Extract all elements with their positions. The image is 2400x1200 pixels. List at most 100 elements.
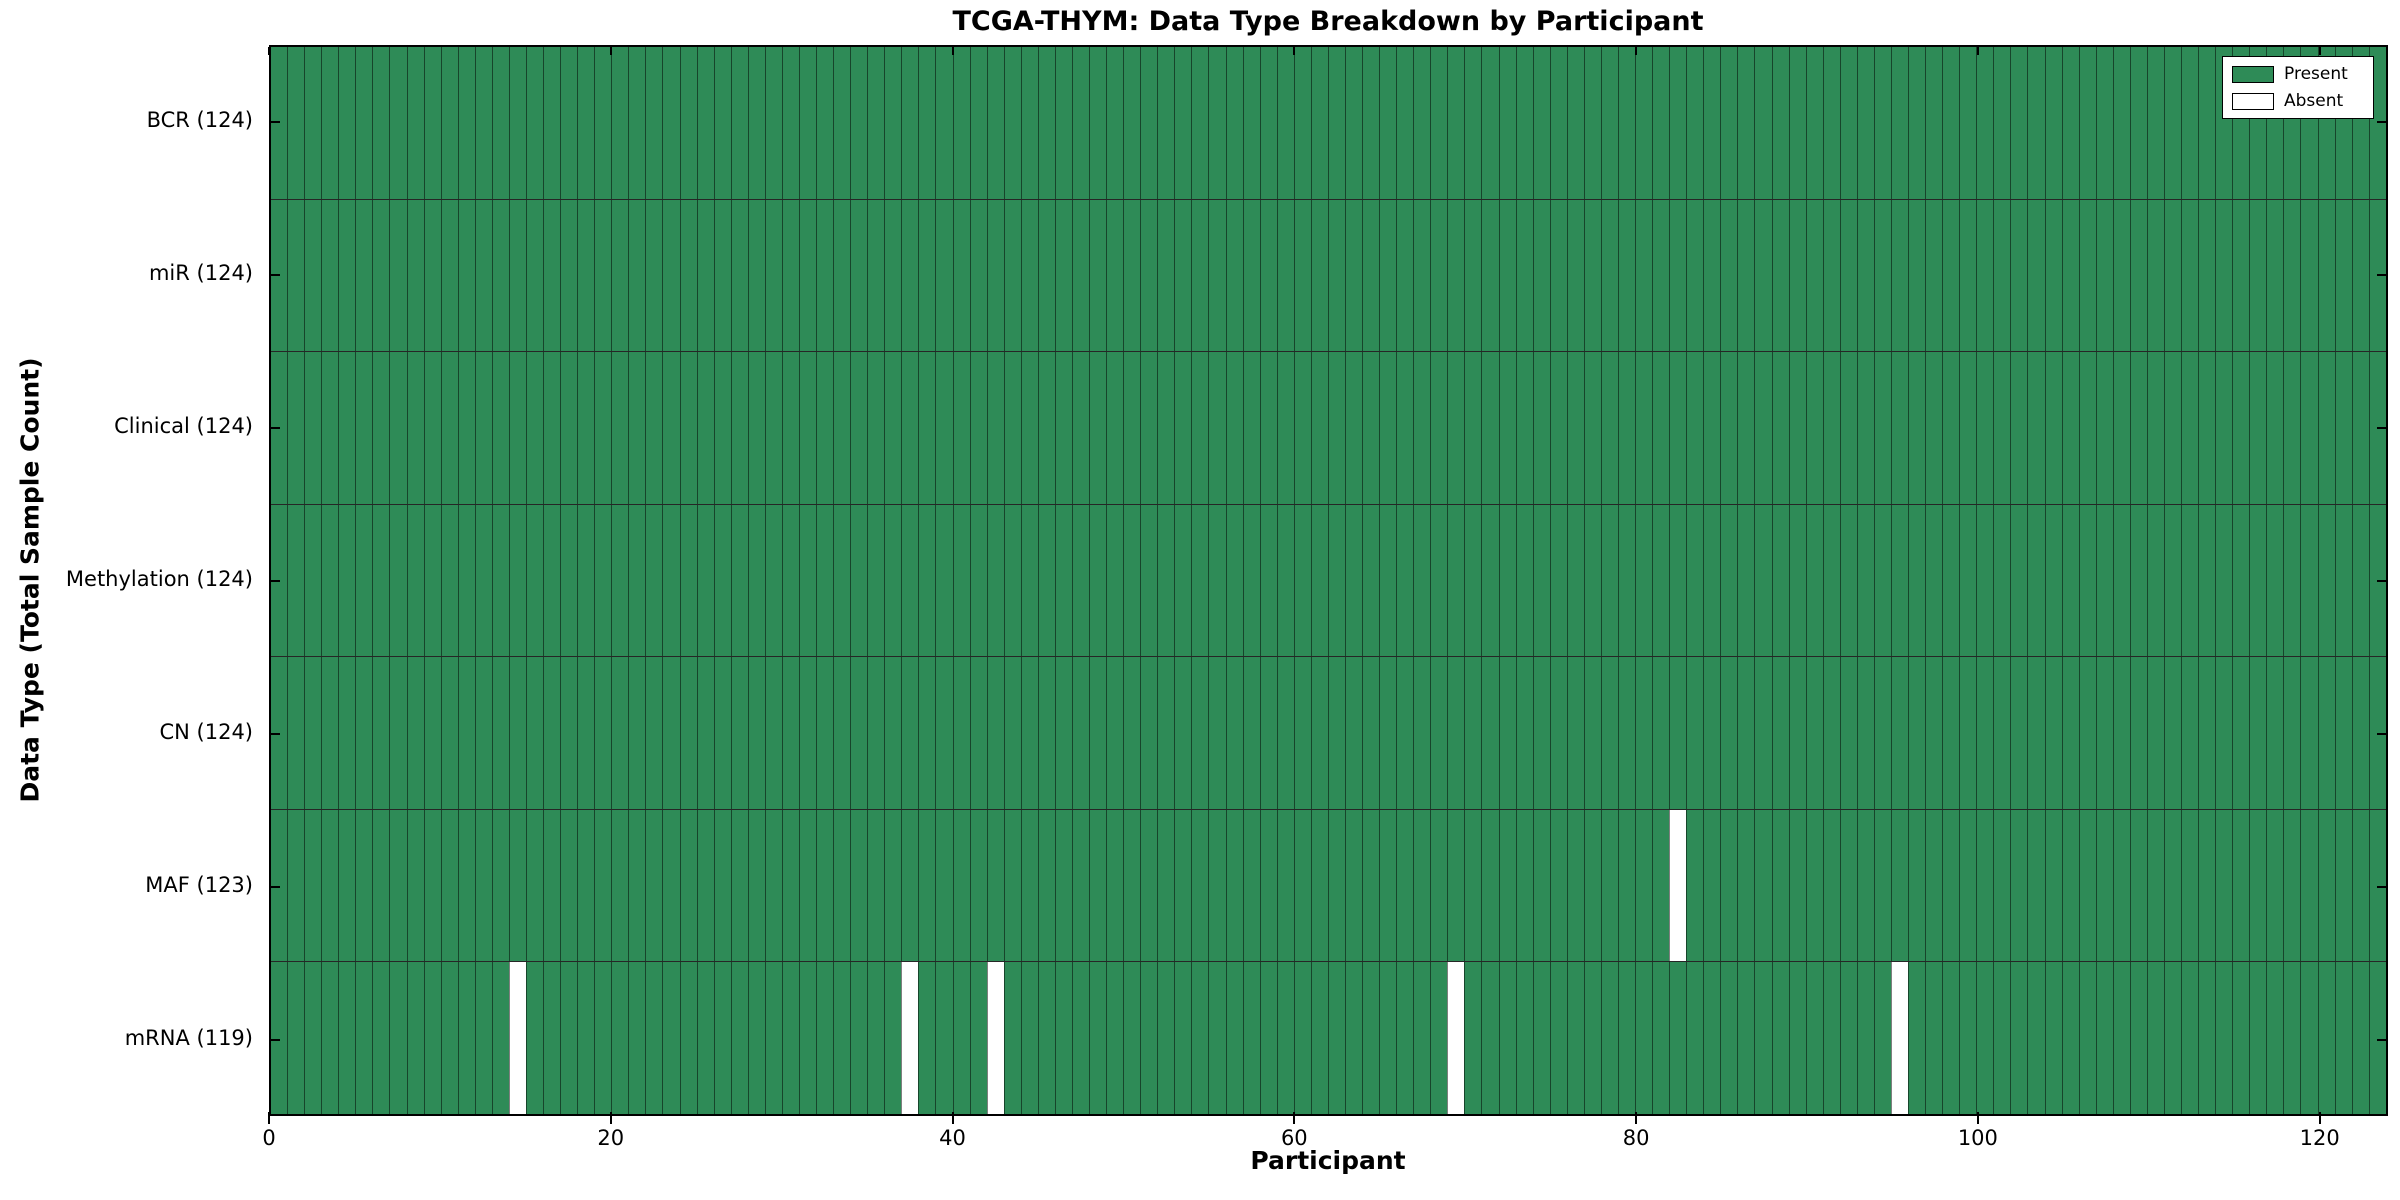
present-cell-BCR-25: [696, 47, 714, 199]
present-cell-MAF-46: [1054, 809, 1072, 962]
present-cell-CN-110: [2146, 657, 2164, 809]
present-cell-Clinical-95: [1890, 352, 1908, 504]
present-cell-Methylation-97: [1925, 504, 1943, 657]
present-cell-Clinical-79: [1617, 352, 1635, 504]
present-cell-BCR-60: [1293, 47, 1311, 199]
present-cell-mRNA-91: [1822, 962, 1840, 1115]
present-cell-Clinical-34: [850, 352, 868, 504]
present-cell-CN-118: [2283, 657, 2301, 809]
present-cell-mRNA-7: [389, 962, 407, 1115]
present-cell-Clinical-65: [1379, 352, 1397, 504]
present-cell-BCR-36: [884, 47, 902, 199]
present-cell-mRNA-66: [1396, 962, 1414, 1115]
present-cell-MAF-21: [628, 809, 646, 962]
chart-title: TCGA-THYM: Data Type Breakdown by Partic…: [952, 6, 1704, 37]
x-tick-mark-0: [268, 1112, 270, 1124]
present-cell-MAF-13: [491, 809, 509, 962]
present-cell-Methylation-110: [2146, 504, 2164, 657]
present-cell-miR-65: [1379, 199, 1397, 352]
present-cell-miR-66: [1396, 199, 1414, 352]
present-cell-MAF-77: [1583, 809, 1601, 962]
heatmap-row-miR: [271, 199, 2386, 353]
present-cell-mRNA-38: [918, 962, 936, 1115]
present-cell-Methylation-2: [304, 504, 322, 657]
present-cell-CN-56: [1225, 657, 1243, 809]
present-cell-MAF-114: [2215, 809, 2233, 962]
present-cell-MAF-106: [2078, 809, 2096, 962]
present-cell-CN-109: [2129, 657, 2147, 809]
present-cell-MAF-85: [1720, 809, 1738, 962]
present-cell-MAF-79: [1617, 809, 1635, 962]
present-cell-miR-41: [969, 199, 987, 352]
present-cell-Clinical-76: [1566, 352, 1584, 504]
present-cell-miR-70: [1464, 199, 1482, 352]
present-cell-Methylation-22: [645, 504, 663, 657]
present-cell-mRNA-58: [1259, 962, 1277, 1115]
present-cell-MAF-89: [1788, 809, 1806, 962]
present-cell-miR-21: [628, 199, 646, 352]
present-cell-BCR-34: [850, 47, 868, 199]
present-cell-miR-107: [2095, 199, 2113, 352]
present-cell-MAF-113: [2198, 809, 2216, 962]
present-cell-Methylation-74: [1532, 504, 1550, 657]
present-cell-Clinical-113: [2198, 352, 2216, 504]
present-cell-BCR-58: [1259, 47, 1277, 199]
present-cell-miR-100: [1976, 199, 1994, 352]
present-cell-BCR-73: [1515, 47, 1533, 199]
present-cell-BCR-32: [816, 47, 834, 199]
present-cell-miR-7: [389, 199, 407, 352]
present-cell-MAF-63: [1344, 809, 1362, 962]
present-cell-Clinical-99: [1959, 352, 1977, 504]
y-tick-mark-left-Clinical: [271, 426, 280, 429]
present-cell-mRNA-64: [1362, 962, 1380, 1115]
present-cell-MAF-103: [2027, 809, 2045, 962]
present-swatch-icon: [2232, 65, 2274, 83]
present-cell-BCR-17: [560, 47, 578, 199]
y-tick-mark-right-BCR: [2377, 120, 2386, 123]
present-cell-MAF-62: [1327, 809, 1345, 962]
y-tick-label-Methylation: Methylation (124): [65, 566, 253, 591]
present-cell-Clinical-22: [645, 352, 663, 504]
present-cell-miR-103: [2027, 199, 2045, 352]
present-cell-miR-69: [1447, 199, 1465, 352]
present-cell-MAF-119: [2300, 809, 2318, 962]
present-cell-miR-64: [1362, 199, 1380, 352]
present-cell-CN-32: [816, 657, 834, 809]
present-cell-mRNA-97: [1925, 962, 1943, 1115]
present-cell-miR-55: [1208, 199, 1226, 352]
present-cell-MAF-4: [338, 809, 356, 962]
y-tick-label-mRNA: mRNA (119): [124, 1025, 253, 1050]
present-cell-MAF-111: [2163, 809, 2181, 962]
y-tick-mark-left-CN: [271, 732, 280, 735]
present-cell-mRNA-47: [1071, 962, 1089, 1115]
present-cell-BCR-75: [1549, 47, 1567, 199]
present-cell-Clinical-16: [543, 352, 561, 504]
y-tick-mark-left-mRNA: [271, 1038, 280, 1041]
present-cell-BCR-2: [304, 47, 322, 199]
present-cell-miR-39: [935, 199, 953, 352]
present-cell-miR-96: [1908, 199, 1926, 352]
present-cell-CN-87: [1754, 657, 1772, 809]
x-tick-label-0: 0: [262, 1126, 276, 1150]
present-cell-Methylation-11: [457, 504, 475, 657]
present-cell-BCR-90: [1805, 47, 1823, 199]
present-cell-mRNA-57: [1242, 962, 1260, 1115]
present-cell-Methylation-84: [1703, 504, 1721, 657]
present-cell-mRNA-110: [2146, 962, 2164, 1115]
present-cell-Methylation-53: [1174, 504, 1192, 657]
present-cell-BCR-72: [1498, 47, 1516, 199]
present-cell-Clinical-120: [2317, 352, 2335, 504]
present-cell-mRNA-41: [969, 962, 987, 1115]
present-cell-CN-99: [1959, 657, 1977, 809]
present-cell-MAF-93: [1856, 809, 1874, 962]
present-cell-BCR-109: [2129, 47, 2147, 199]
present-cell-miR-85: [1720, 199, 1738, 352]
present-cell-Methylation-98: [1942, 504, 1960, 657]
present-cell-miR-74: [1532, 199, 1550, 352]
present-cell-miR-26: [713, 199, 731, 352]
present-cell-MAF-66: [1396, 809, 1414, 962]
present-cell-Methylation-71: [1481, 504, 1499, 657]
present-cell-MAF-108: [2112, 809, 2130, 962]
present-cell-mRNA-92: [1839, 962, 1857, 1115]
present-cell-miR-99: [1959, 199, 1977, 352]
